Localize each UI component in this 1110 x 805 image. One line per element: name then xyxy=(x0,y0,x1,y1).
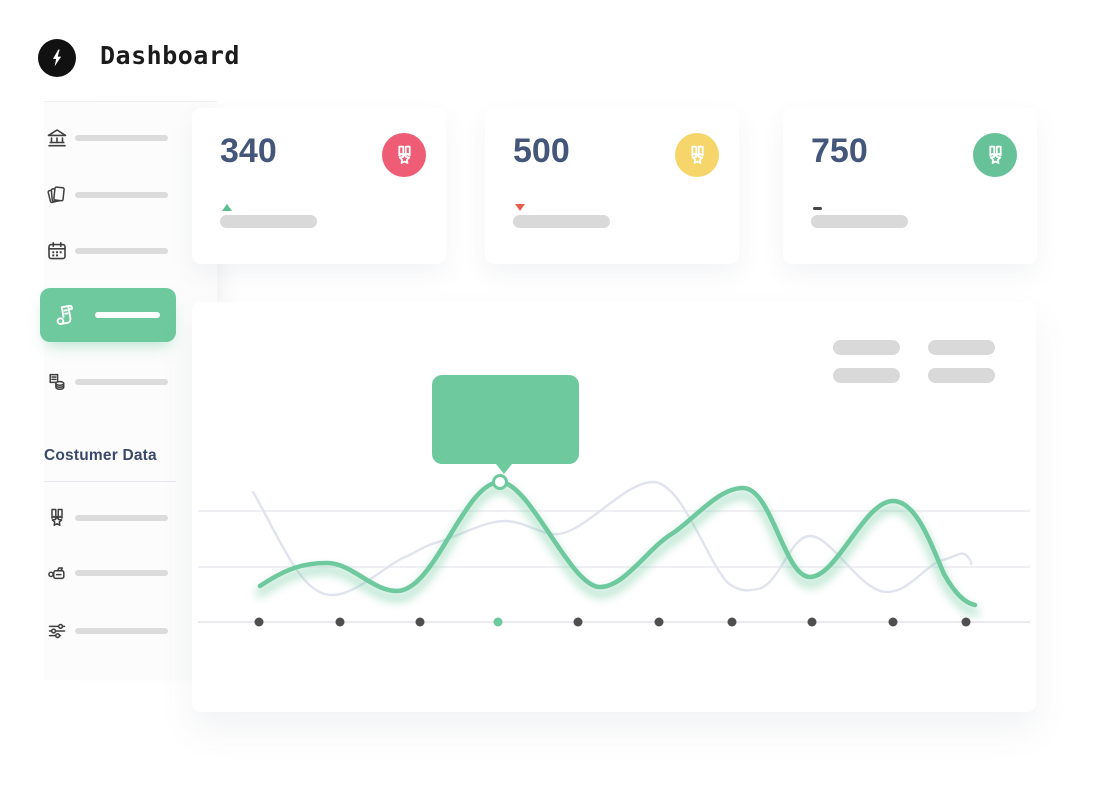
stat-label-placeholder xyxy=(513,215,610,228)
sidebar-section-label: Costumer Data xyxy=(44,447,157,464)
sidebar-item-awards[interactable] xyxy=(45,506,168,530)
axis-tick-dot[interactable] xyxy=(727,617,737,627)
stat-label-placeholder xyxy=(220,215,317,228)
sidebar-item-filters[interactable] xyxy=(45,619,168,643)
hand-gesture-icon xyxy=(45,561,69,585)
axis-tick-dot[interactable] xyxy=(888,617,898,627)
label-placeholder xyxy=(75,135,168,141)
stat-card-1[interactable]: 340 xyxy=(192,108,446,264)
sidebar-item-receipts-active[interactable] xyxy=(40,288,176,342)
axis-tick-dot[interactable] xyxy=(654,617,664,627)
medal-icon xyxy=(988,145,1002,164)
sidebar-item-payments[interactable] xyxy=(45,561,168,585)
axis-tick-dot[interactable] xyxy=(573,617,583,627)
stat-value: 750 xyxy=(811,132,868,170)
trend-flat-indicator xyxy=(813,207,822,210)
coins-ledger-icon xyxy=(45,370,69,394)
legend-placeholder-pill xyxy=(833,340,900,355)
sidebar-item-calendar[interactable] xyxy=(45,239,168,263)
line-chart[interactable] xyxy=(192,302,1036,712)
primary-series-line xyxy=(257,479,978,608)
sidebar-divider xyxy=(44,481,176,482)
axis-tick-dot[interactable] xyxy=(807,617,817,627)
label-placeholder xyxy=(75,192,168,198)
calendar-icon xyxy=(45,239,69,263)
sidebar-item-bank[interactable] xyxy=(45,126,168,150)
tooltip-pointer xyxy=(496,464,512,474)
sidebar-item-documents[interactable] xyxy=(45,183,168,207)
line-chart-card xyxy=(192,302,1036,712)
axis-tick-dot[interactable] xyxy=(961,617,971,627)
stat-card-2[interactable]: 500 xyxy=(485,108,739,264)
sidebar: Costumer Data xyxy=(40,101,217,680)
label-placeholder xyxy=(75,570,168,576)
badge-medal-yellow xyxy=(675,133,719,177)
medal-icon xyxy=(397,145,411,164)
sliders-icon xyxy=(45,619,69,643)
lightning-bolt-icon xyxy=(52,49,62,67)
tooltip xyxy=(432,375,579,464)
trend-up-indicator xyxy=(222,204,232,211)
badge-medal-green xyxy=(973,133,1017,177)
primary-series-glow xyxy=(255,484,980,617)
legend-placeholder-pill xyxy=(833,368,900,383)
label-placeholder xyxy=(95,312,160,318)
legend-placeholder-pill xyxy=(928,368,995,383)
axis-dots xyxy=(254,617,971,627)
receipt-icon xyxy=(52,301,80,329)
axis-tick-dot-active[interactable] xyxy=(493,617,503,627)
badge-medal-pink xyxy=(382,133,426,177)
bank-icon xyxy=(45,126,69,150)
legend-placeholder-pill xyxy=(928,340,995,355)
app-logo[interactable] xyxy=(38,39,76,77)
axis-tick-dot[interactable] xyxy=(415,617,425,627)
documents-icon xyxy=(45,183,69,207)
stat-value: 500 xyxy=(513,132,570,170)
label-placeholder xyxy=(75,379,168,385)
page-title: Dashboard xyxy=(100,41,240,70)
axis-tick-dot[interactable] xyxy=(335,617,345,627)
stat-card-3[interactable]: 750 xyxy=(783,108,1037,264)
stat-label-placeholder xyxy=(811,215,908,228)
medal-icon xyxy=(690,145,704,164)
label-placeholder xyxy=(75,248,168,254)
stat-value: 340 xyxy=(220,132,277,170)
axis-tick-dot[interactable] xyxy=(254,617,264,627)
medal-icon xyxy=(45,506,69,530)
sidebar-item-database[interactable] xyxy=(45,370,168,394)
active-point-marker[interactable] xyxy=(492,474,508,490)
label-placeholder xyxy=(75,628,168,634)
label-placeholder xyxy=(75,515,168,521)
trend-down-indicator xyxy=(515,204,525,211)
